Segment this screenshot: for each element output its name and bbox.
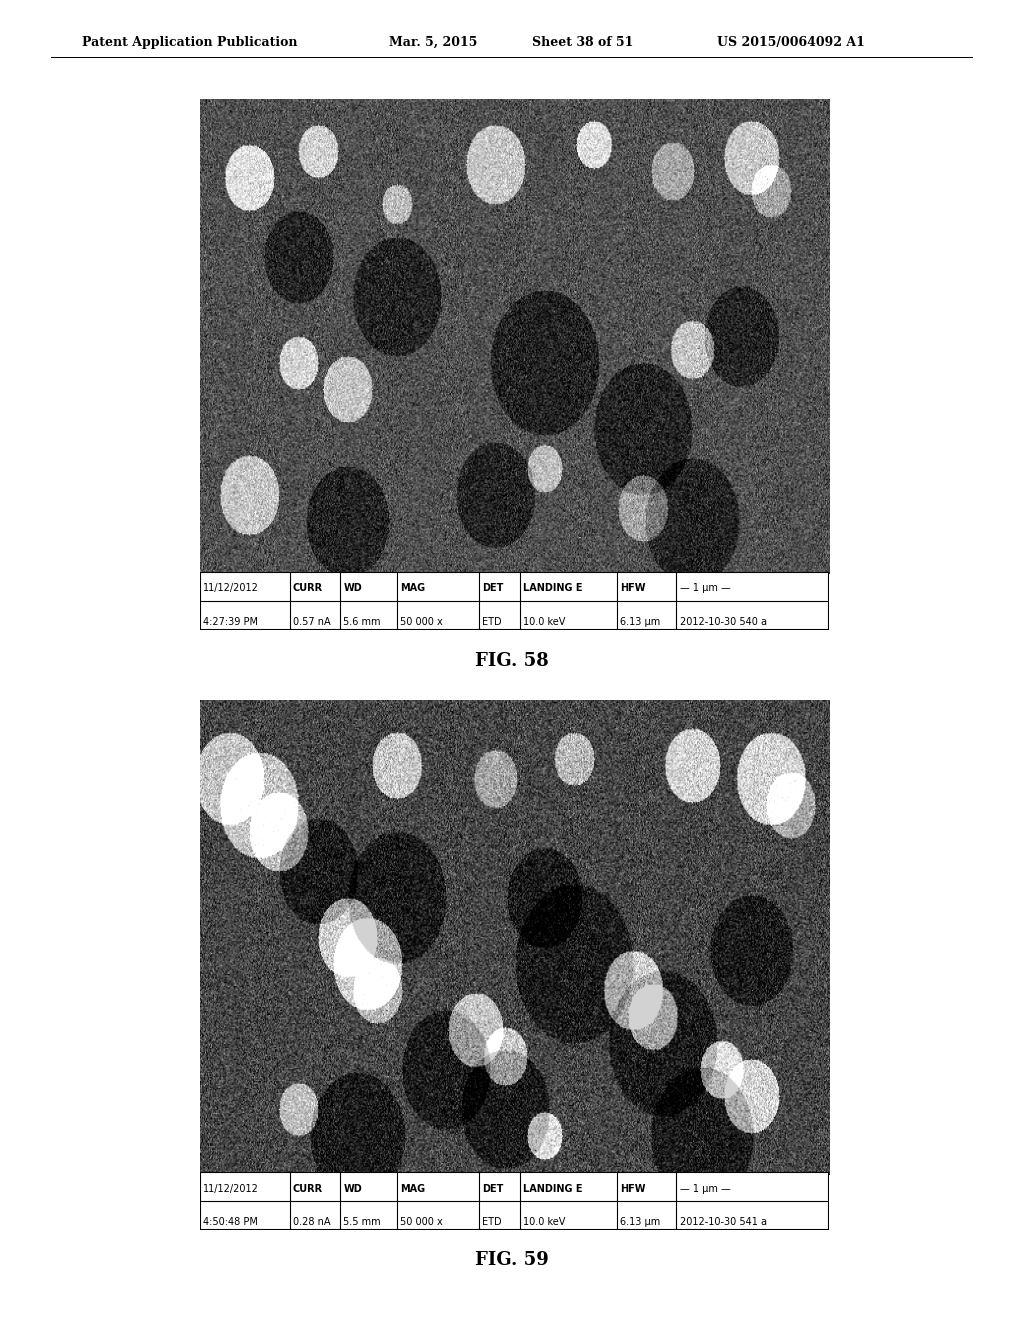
Text: 2012-10-30 540 a: 2012-10-30 540 a: [680, 616, 767, 627]
Text: LANDING E: LANDING E: [522, 1184, 583, 1193]
Text: 11/12/2012: 11/12/2012: [203, 1184, 259, 1193]
Text: 10.0 keV: 10.0 keV: [522, 1217, 565, 1228]
Text: 2012-10-30 541 a: 2012-10-30 541 a: [680, 1217, 767, 1228]
Text: 10.0 keV: 10.0 keV: [522, 616, 565, 627]
Text: ETD: ETD: [482, 1217, 502, 1228]
Text: 5.5 mm: 5.5 mm: [343, 1217, 381, 1228]
Text: LANDING E: LANDING E: [522, 583, 583, 593]
Text: CURR: CURR: [293, 583, 323, 593]
Text: 0.57 nA: 0.57 nA: [293, 616, 331, 627]
Text: WD: WD: [343, 583, 362, 593]
Text: MAG: MAG: [400, 1184, 425, 1193]
Text: 5.6 mm: 5.6 mm: [343, 616, 381, 627]
Text: 4:27:39 PM: 4:27:39 PM: [203, 616, 258, 627]
Text: WD: WD: [343, 1184, 362, 1193]
Text: DET: DET: [482, 1184, 503, 1193]
Text: MAG: MAG: [400, 583, 425, 593]
Text: — 1 μm —: — 1 μm —: [680, 583, 730, 593]
Text: US 2015/0064092 A1: US 2015/0064092 A1: [717, 36, 864, 49]
Text: HFW: HFW: [621, 1184, 646, 1193]
Text: — 1 μm —: — 1 μm —: [680, 1184, 730, 1193]
Text: 4:50:48 PM: 4:50:48 PM: [203, 1217, 258, 1228]
Text: 0.28 nA: 0.28 nA: [293, 1217, 331, 1228]
Text: 50 000 x: 50 000 x: [400, 1217, 442, 1228]
Text: FIG. 59: FIG. 59: [475, 1251, 549, 1270]
Text: FIG. 58: FIG. 58: [475, 652, 549, 671]
Text: 50 000 x: 50 000 x: [400, 616, 442, 627]
Text: CURR: CURR: [293, 1184, 323, 1193]
Text: Patent Application Publication: Patent Application Publication: [82, 36, 297, 49]
Text: 6.13 μm: 6.13 μm: [621, 616, 660, 627]
Text: ETD: ETD: [482, 616, 502, 627]
Text: DET: DET: [482, 583, 503, 593]
Text: 6.13 μm: 6.13 μm: [621, 1217, 660, 1228]
Text: Mar. 5, 2015: Mar. 5, 2015: [389, 36, 477, 49]
Text: HFW: HFW: [621, 583, 646, 593]
Text: 11/12/2012: 11/12/2012: [203, 583, 259, 593]
Text: Sheet 38 of 51: Sheet 38 of 51: [532, 36, 634, 49]
